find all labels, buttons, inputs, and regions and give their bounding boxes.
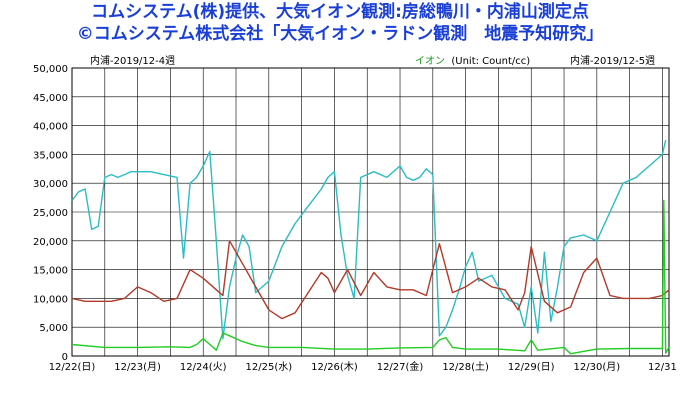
y-tick-label: 10,000 xyxy=(33,294,68,305)
x-tick-label: 12/28(土) xyxy=(442,360,489,373)
x-tick-label: 12/31 xyxy=(648,362,677,373)
y-tick-label: 45,000 xyxy=(33,93,68,104)
y-tick-label: 30,000 xyxy=(33,179,68,190)
y-tick-label: 25,000 xyxy=(33,208,68,219)
y-axis-ticks: 0 5,000 10,000 15,000 20,000 25,000 30,000 35,0… xyxy=(33,64,68,363)
plot-frame xyxy=(71,67,670,357)
x-tick-label: 12/24(火) xyxy=(180,361,227,373)
series-layer xyxy=(71,139,670,355)
x-tick-label: 12/29(日) xyxy=(508,362,555,373)
header-left-label: 内浦-2019/12-4週 xyxy=(90,56,176,67)
x-tick-label: 12/30(月) xyxy=(574,361,621,373)
x-tick-label: 12/27(金) xyxy=(377,360,424,373)
y-tick-label: 5,000 xyxy=(39,323,68,334)
x-axis-ticks: 12/22(日) 12/23(月) 12/24(火) 12/25(水) 12/26(木)… xyxy=(49,360,677,373)
header-unit-label: イオン (Unit: Count/cc) xyxy=(415,52,530,67)
series-line-2 xyxy=(71,199,670,355)
header-right-label: 内浦-2019/12-5週 xyxy=(570,56,656,67)
header-unit-text: (Unit: Count/cc) xyxy=(451,56,531,67)
series-line-1 xyxy=(71,240,670,320)
x-tick-label: 12/22(日) xyxy=(49,362,96,373)
y-tick-label: 35,000 xyxy=(33,150,68,161)
chart-title-line1: コムシステム(株)提供、大気イオン観測:房総鴨川・内浦山測定点 xyxy=(91,2,589,22)
x-tick-label: 12/23(月) xyxy=(114,361,161,373)
y-tick-label: 15,000 xyxy=(33,266,68,277)
header-ion-label: イオン xyxy=(415,56,445,67)
grid xyxy=(71,67,669,357)
y-tick-label: 50,000 xyxy=(33,64,68,75)
y-tick-label: 20,000 xyxy=(33,237,68,248)
chart-title-line2: ©コムシステム株式会社「大気イオン・ラドン観測 地震予知研究」 xyxy=(76,24,604,44)
x-tick-label: 12/26(木) xyxy=(311,361,358,373)
series-line-0 xyxy=(71,139,667,340)
y-tick-label: 0 xyxy=(62,352,68,363)
y-tick-label: 40,000 xyxy=(33,122,68,133)
x-tick-label: 12/25(水) xyxy=(246,361,293,373)
